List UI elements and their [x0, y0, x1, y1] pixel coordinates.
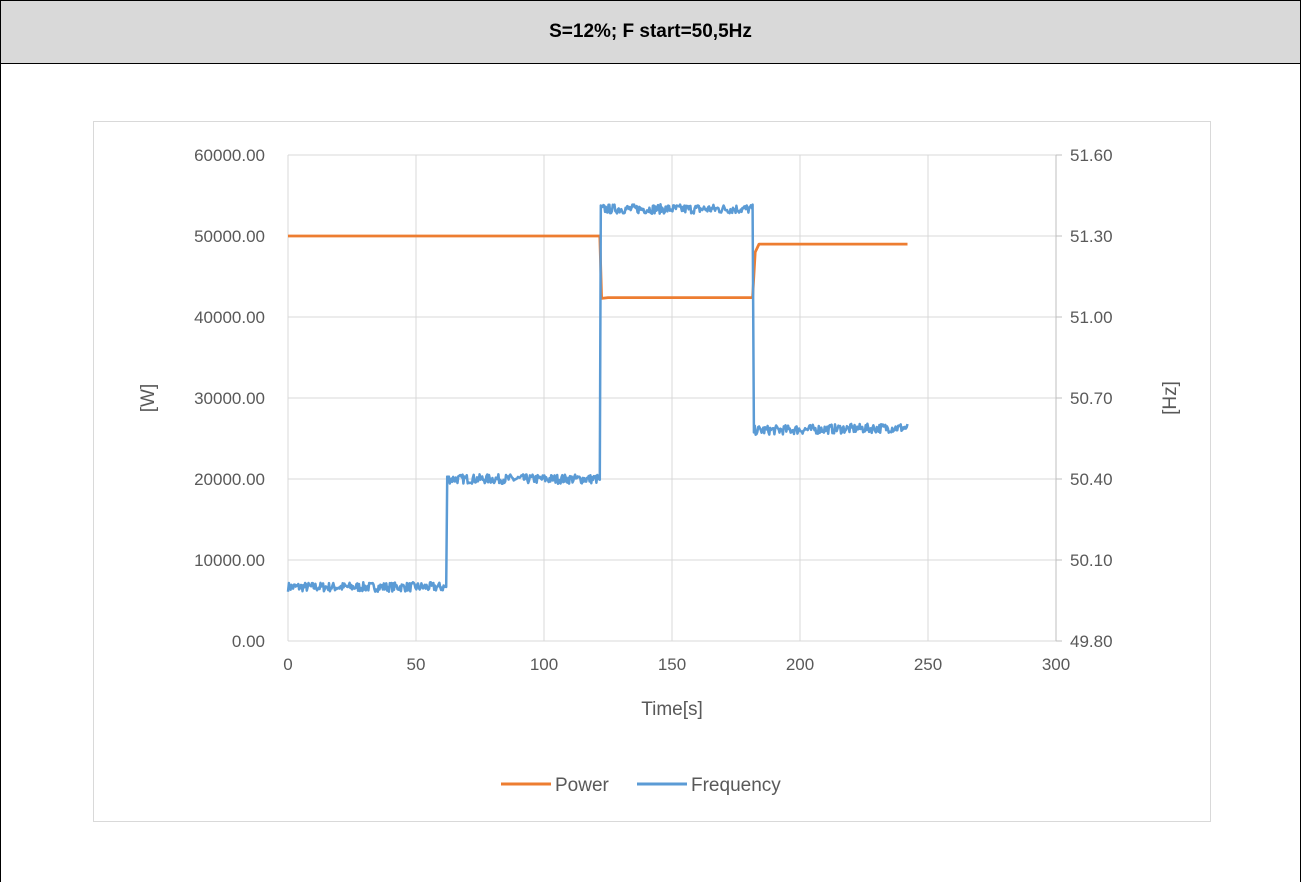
legend-label-frequency: Frequency [691, 775, 781, 796]
x-axis-title: Time[s] [641, 699, 703, 720]
chart-title: S=12%; F start=50,5Hz [549, 21, 752, 42]
y2-tick-label: 50.10 [1070, 551, 1113, 570]
y-tick-label: 60000.00 [194, 146, 265, 165]
y2-tick-label: 50.70 [1070, 389, 1113, 408]
y-tick-label: 40000.00 [194, 308, 265, 327]
y-axis-title: [W] [138, 384, 159, 413]
x-tick-label: 50 [407, 655, 426, 674]
y2-tick-label: 51.60 [1070, 146, 1113, 165]
y-tick-label: 10000.00 [194, 551, 265, 570]
y2-tick-label: 51.00 [1070, 308, 1113, 327]
chart-header: S=12%; F start=50,5Hz [1, 1, 1300, 64]
line-chart: 0.00 10000.00 20000.00 30000.00 40000.00 5000… [138, 146, 1181, 796]
y-tick-label: 30000.00 [194, 389, 265, 408]
plot-series [286, 203, 909, 593]
y-tick-label: 0.00 [232, 632, 265, 651]
x-tick-label: 250 [914, 655, 942, 674]
y2-tick-label: 50.40 [1070, 470, 1113, 489]
y2-tick-label: 49.80 [1070, 632, 1113, 651]
gridlines [287, 154, 1062, 642]
chart-area: 0.00 10000.00 20000.00 30000.00 40000.00 5000… [93, 121, 1211, 822]
series-line-power [288, 234, 908, 300]
legend: Power Frequency [501, 775, 781, 796]
x-tick-label: 0 [283, 655, 292, 674]
legend-label-power: Power [555, 775, 610, 796]
x-tick-label: 100 [530, 655, 558, 674]
x-tick-label: 150 [658, 655, 686, 674]
series-line-frequency [286, 203, 909, 593]
x-tick-label: 200 [786, 655, 814, 674]
axis-labels: 0.00 10000.00 20000.00 30000.00 40000.00 5000… [194, 146, 1112, 674]
y2-tick-label: 51.30 [1070, 227, 1113, 246]
y-tick-label: 50000.00 [194, 227, 265, 246]
y-tick-label: 20000.00 [194, 470, 265, 489]
y2-axis-title: [Hz] [1160, 381, 1181, 415]
x-tick-label: 300 [1042, 655, 1070, 674]
